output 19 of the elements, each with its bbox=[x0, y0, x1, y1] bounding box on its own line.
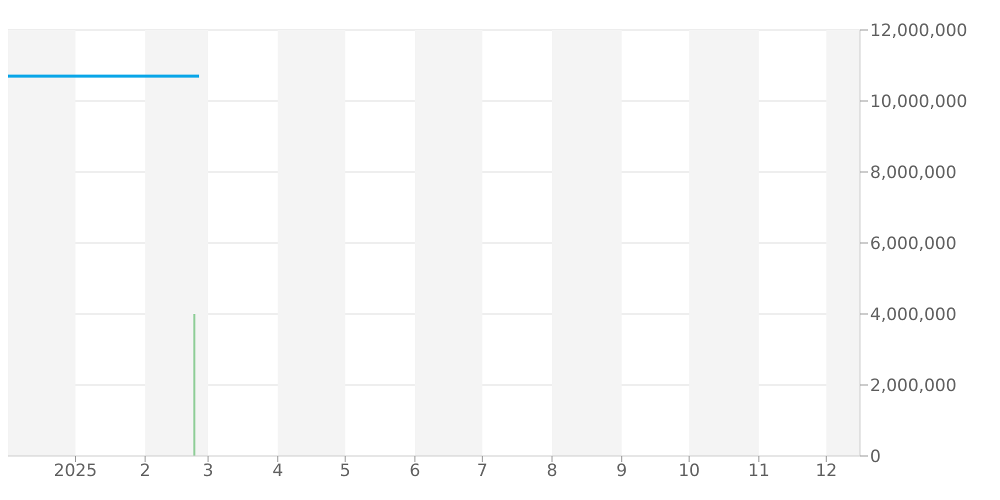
y-tick-label: 12,000,000 bbox=[870, 21, 968, 42]
y-tick-label: 6,000,000 bbox=[870, 234, 957, 254]
y-tick-label: 0 bbox=[870, 447, 881, 468]
x-tick-label: 2 bbox=[140, 461, 151, 482]
y-tick-label: 4,000,000 bbox=[870, 305, 957, 326]
y-tick-label: 8,000,000 bbox=[870, 163, 957, 184]
y-tick-label: 10,000,000 bbox=[870, 92, 968, 112]
x-tick-label: 10 bbox=[678, 461, 700, 482]
x-tick-label: 6 bbox=[409, 461, 420, 482]
x-tick-label: 9 bbox=[616, 461, 628, 482]
x-tick-label: 3 bbox=[202, 461, 214, 482]
x-tick-label: 5 bbox=[340, 461, 351, 482]
x-tick-label: 8 bbox=[546, 461, 558, 482]
y-tick-label: 2,000,000 bbox=[870, 376, 957, 396]
x-tick-label: 7 bbox=[476, 461, 488, 482]
x-tick-label: 12 bbox=[815, 461, 838, 482]
x-tick-label: 2025 bbox=[54, 461, 98, 482]
x-tick-label: 4 bbox=[272, 461, 284, 482]
x-tick-label: 11 bbox=[748, 461, 770, 482]
